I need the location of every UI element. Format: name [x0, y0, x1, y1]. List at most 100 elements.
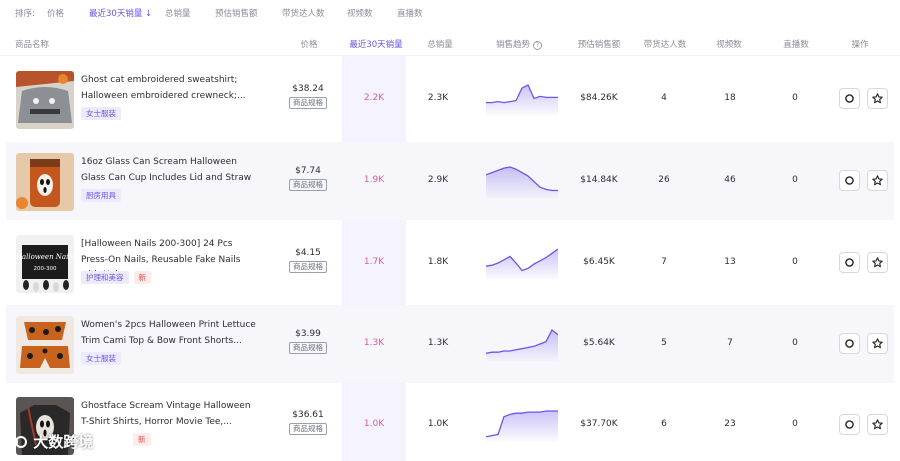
lives-value: 0: [792, 175, 798, 185]
price-cell: $36.61 商品规格: [289, 410, 327, 435]
sparkline-line: [486, 248, 558, 272]
search-icon: [845, 176, 854, 185]
sort-option-videos[interactable]: 视频数: [347, 9, 373, 19]
sparkline-line: [486, 84, 558, 104]
table-row[interactable]: Halloween Nails 200-300 [Halloween Nails…: [6, 224, 894, 302]
spec-button[interactable]: 商品规格: [289, 423, 327, 435]
price-cell: $38.24 商品规格: [289, 84, 327, 109]
column-header-videos[interactable]: 视频数: [716, 40, 742, 50]
sort-bar: 排序: 价格 最近30天销量 ↓ 总销量 预估销售额 带货达人数 视频数 直播数: [0, 0, 900, 26]
spec-button[interactable]: 商品规格: [289, 261, 327, 273]
star-icon: [872, 338, 883, 349]
spec-button[interactable]: 商品规格: [289, 179, 327, 191]
trend-header-label: 销售趋势: [495, 40, 531, 50]
spec-button[interactable]: 商品规格: [289, 97, 327, 109]
column-header-trend: 销售趋势?: [495, 38, 543, 50]
lives-value: 0: [792, 257, 798, 267]
column-header-total[interactable]: 总销量: [427, 40, 453, 50]
price-cell: $3.99 商品规格: [289, 329, 327, 354]
category-tag: 女士服装: [81, 107, 121, 120]
revenue-value: $6.45K: [583, 257, 615, 267]
videos-value: 23: [724, 419, 736, 429]
product-tags: 厨房用具: [81, 189, 126, 203]
column-header-creators[interactable]: 带货达人数: [643, 40, 687, 50]
sparkline-line: [486, 166, 558, 192]
category-tag: 护理和美容: [81, 271, 129, 284]
creators-value: 7: [661, 257, 667, 267]
sales-trend-sparkline: [486, 248, 558, 280]
search-button[interactable]: [839, 333, 860, 354]
search-icon: [845, 258, 854, 267]
price-cell: $4.15 商品规格: [289, 248, 327, 273]
lives-value: 0: [792, 419, 798, 429]
sort-label: 排序:: [15, 9, 35, 19]
lives-value: 0: [792, 93, 798, 103]
category-tag: 女士服装: [81, 352, 121, 365]
price-cell: $7.74 商品规格: [289, 166, 327, 191]
revenue-value: $5.64K: [583, 338, 615, 348]
table-row[interactable]: 16oz Glass Can Scream Halloween Glass Ca…: [6, 142, 894, 220]
sort-option-creators[interactable]: 带货达人数: [282, 9, 325, 19]
search-button[interactable]: [839, 414, 860, 435]
videos-value: 46: [724, 175, 736, 185]
product-image[interactable]: Halloween Nails 200-300: [16, 235, 74, 293]
favorite-button[interactable]: [867, 252, 888, 273]
sparkline-line: [486, 410, 558, 438]
column-header-name: 商品名称: [15, 40, 50, 50]
sales30-value: 1.7K: [363, 257, 385, 267]
product-tags: 女士服装: [81, 352, 126, 366]
search-button[interactable]: [839, 88, 860, 109]
price-value: $3.99: [295, 329, 321, 339]
column-header-price[interactable]: 价格: [300, 40, 318, 50]
price-value: $36.61: [292, 410, 324, 420]
watermark-text: 大数跨境: [33, 433, 94, 451]
spec-button[interactable]: 商品规格: [289, 342, 327, 354]
favorite-button[interactable]: [867, 88, 888, 109]
search-button[interactable]: [839, 252, 860, 273]
column-header-sales30[interactable]: 最近30天销量: [349, 40, 403, 50]
sort-option-revenue[interactable]: 预估销售额: [215, 9, 258, 19]
star-icon: [872, 175, 883, 186]
product-title[interactable]: Ghostface Scream Vintage Halloween T-Shi…: [81, 401, 251, 427]
sales30-value: 2.2K: [363, 93, 385, 103]
product-title[interactable]: 16oz Glass Can Scream Halloween Glass Ca…: [81, 157, 252, 183]
revenue-value: $14.84K: [580, 175, 618, 185]
favorite-button[interactable]: [867, 170, 888, 191]
total-sales-value: 2.3K: [427, 93, 449, 103]
sales-trend-sparkline: [486, 166, 558, 198]
product-image[interactable]: [16, 316, 74, 374]
favorite-button[interactable]: [867, 333, 888, 354]
sparkline-area: [486, 167, 558, 198]
column-header-lives[interactable]: 直播数: [783, 40, 809, 50]
help-icon[interactable]: ?: [533, 41, 543, 50]
creators-value: 6: [661, 419, 667, 429]
product-image[interactable]: [16, 71, 74, 129]
column-header-actions: 操作: [851, 40, 869, 50]
table-row[interactable]: Ghost cat embroidered sweatshirt; Hallow…: [6, 60, 894, 138]
total-sales-value: 1.8K: [427, 257, 449, 267]
product-tags: 新: [81, 433, 156, 447]
watermark-icon: [6, 436, 27, 448]
sort-option-lives[interactable]: 直播数: [397, 9, 423, 19]
sort-option-sales30[interactable]: 最近30天销量 ↓: [89, 9, 153, 19]
table-row[interactable]: Ghostface Scream Vintage Halloween T-Shi…: [6, 386, 894, 461]
product-title[interactable]: Ghost cat embroidered sweatshirt; Hallow…: [81, 75, 246, 101]
watermark-logo: 大数跨境: [6, 431, 93, 455]
star-icon: [872, 257, 883, 268]
revenue-value: $37.70K: [580, 419, 618, 429]
sort-option-total[interactable]: 总销量: [165, 9, 191, 19]
star-icon: [872, 419, 883, 430]
search-button[interactable]: [839, 170, 860, 191]
product-image[interactable]: [16, 153, 74, 211]
price-value: $7.74: [295, 166, 321, 176]
column-header-revenue[interactable]: 预估销售额: [577, 40, 621, 50]
product-title[interactable]: Women's 2pcs Halloween Print Lettuce Tri…: [81, 320, 256, 346]
price-value: $38.24: [292, 84, 324, 94]
favorite-button[interactable]: [867, 414, 888, 435]
sparkline-area: [486, 85, 558, 116]
search-icon: [845, 94, 854, 103]
creators-value: 26: [658, 175, 670, 185]
table-row[interactable]: Women's 2pcs Halloween Print Lettuce Tri…: [6, 305, 894, 383]
table-header: 商品名称 价格 最近30天销量 总销量 销售趋势? 预估销售额 带货达人数 视频…: [0, 30, 900, 56]
sort-option-price[interactable]: 价格: [47, 9, 65, 19]
